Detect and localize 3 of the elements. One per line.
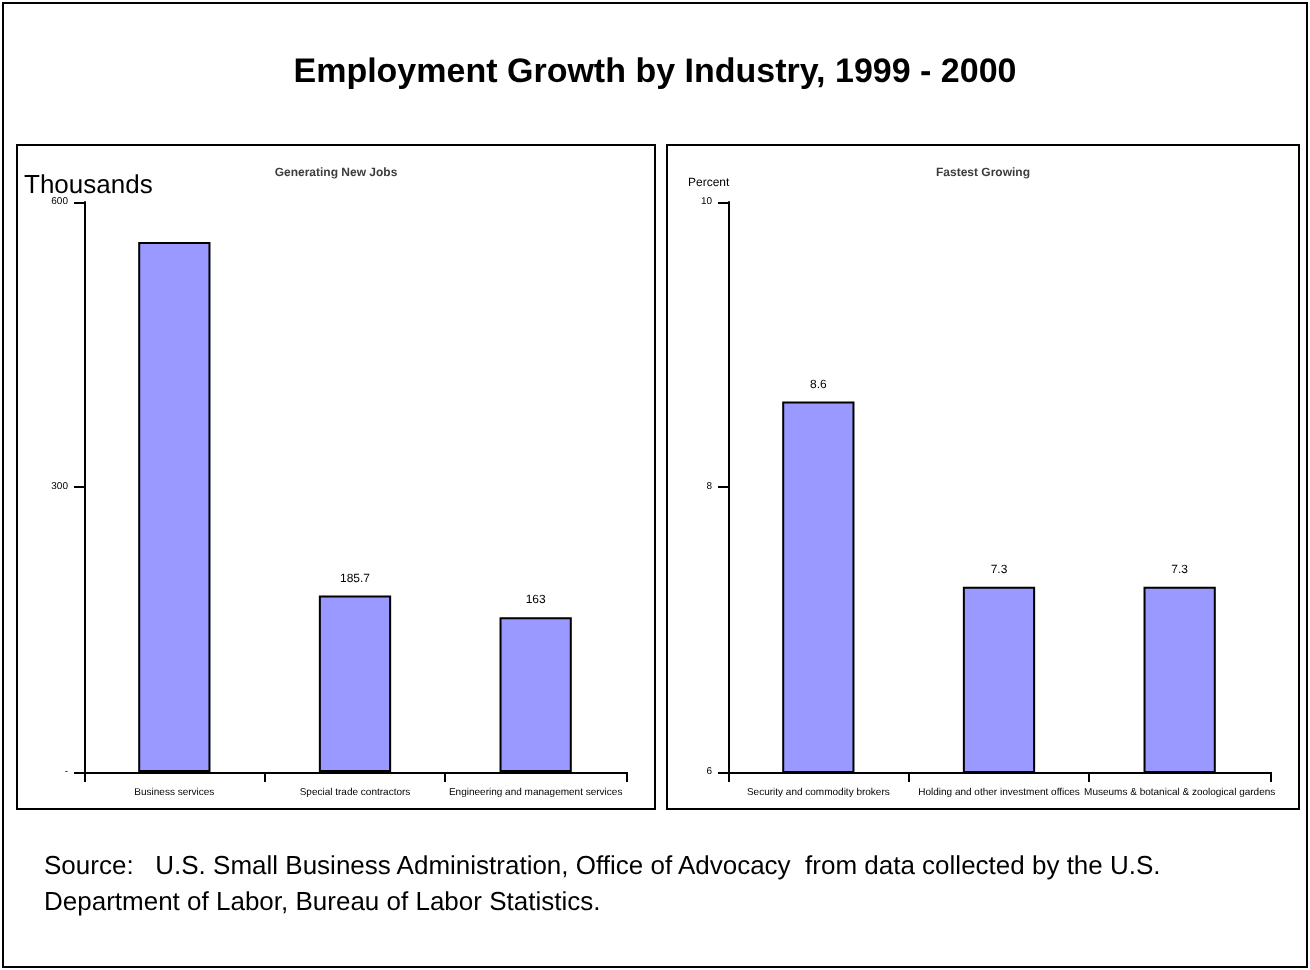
y-axis-title: Thousands bbox=[24, 169, 154, 200]
source-note: Source: U.S. Small Business Administration, Office of Advocacy from data collected by the U.S. Department of Labor, Bureau of Labor Statistics. bbox=[44, 848, 1163, 920]
chart-title: Employment Growth by Industry, 1999 - 2000 bbox=[291, 52, 1019, 92]
